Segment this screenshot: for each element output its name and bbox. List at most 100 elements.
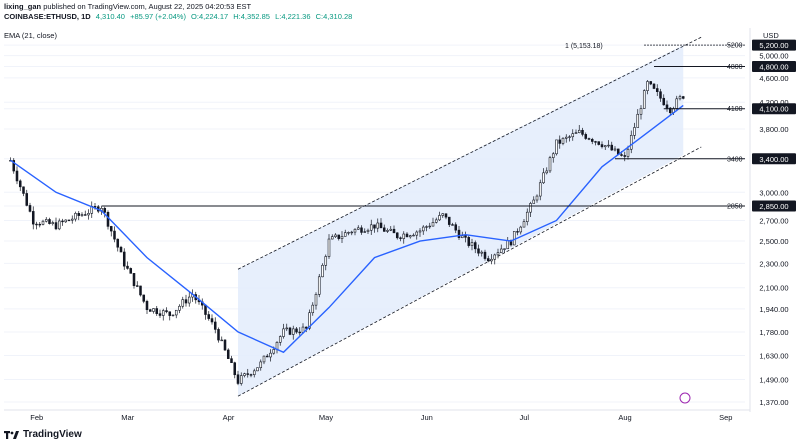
candle [568,136,571,138]
candle [457,229,461,238]
candle [220,339,224,342]
candle [288,327,292,335]
candle [87,213,90,216]
candle [516,231,519,233]
candle [119,246,123,253]
price-axis-label: 3,800.00 [759,125,788,134]
candle [434,219,438,223]
symbol-header: COINBASE:ETHUSD, 1D 4,310.40 +85.97 (+2.… [4,12,355,21]
price-axis-label: 1,940.00 [759,305,788,314]
price-axis-label: 4,600.00 [759,74,788,83]
candle [425,226,428,228]
candle [252,370,256,375]
candle [291,328,295,335]
candle [15,170,19,182]
candle [574,132,578,134]
time-axis-label: Apr [223,413,235,422]
candle [473,242,477,250]
candle [373,224,376,229]
symbol-label[interactable]: COINBASE:ETHUSD, 1D [4,12,91,21]
price-axis-label: 1,490.00 [759,376,788,385]
footer-brand: TradingView [23,429,82,440]
candle [38,223,42,226]
candle [44,219,48,222]
ema-indicator-label[interactable]: EMA (21, close) [4,31,57,40]
candle [135,285,139,287]
time-axis-label: Feb [30,413,43,422]
candle [389,228,393,231]
tradingview-logo[interactable]: TradingView [4,429,82,440]
author-name[interactable]: lixing_gan [4,2,42,11]
candle [659,91,662,99]
candle [490,258,493,262]
candle [265,355,269,358]
candle [226,349,230,359]
candle [129,268,133,274]
candle [360,227,363,233]
candle [551,153,555,158]
candle [444,213,448,218]
candle [629,135,633,150]
time-axis-label: May [319,413,333,422]
candle [633,127,636,136]
candle [597,141,601,145]
target-annotation: 1 (5,153.18) [565,43,603,50]
price-axis-label: 3,000.00 [759,188,788,197]
candle [64,219,68,223]
level-label: 4800 [727,64,743,71]
candle [662,97,666,106]
candle [642,90,646,109]
candle [187,296,191,304]
candle [184,299,188,304]
candle [48,219,51,224]
event-marker-icon [679,392,691,404]
candle [217,329,220,341]
candle [314,294,318,306]
candle [249,374,253,376]
candle [441,213,445,216]
candle [350,231,354,234]
candle [334,234,337,237]
candle [594,141,597,143]
candle [639,108,643,115]
candle [168,311,172,316]
candle [555,139,558,155]
candle [282,328,285,337]
candle [269,352,272,358]
candle [506,240,510,250]
candle [356,227,360,230]
candle [22,186,25,194]
candle [18,180,22,188]
candle [210,318,214,323]
candle [577,129,581,133]
candle [142,294,146,302]
channel-upper-line [237,36,702,270]
candle [603,145,607,148]
candle [152,308,155,312]
time-axis-label: Aug [618,413,631,422]
candle [447,216,451,225]
price-label-box [752,61,796,73]
candle [80,214,84,216]
candle [571,133,575,138]
candle [145,301,149,311]
level-label: 3400 [727,156,743,163]
price-label-box [752,103,796,115]
price-axis-label: 4,200.00 [759,98,788,107]
price-axis-label: 1,370.00 [759,398,788,407]
candle [155,308,159,314]
candle [646,81,649,91]
candle [51,222,55,224]
candle [402,233,406,239]
price-change: +85.97 (+2.04%) [130,12,186,21]
candle [428,225,432,228]
candle [83,214,87,216]
candle [620,154,623,156]
candle [93,206,97,208]
candle [626,148,630,157]
candle [496,252,500,256]
candle [538,182,542,197]
candle [233,362,237,376]
